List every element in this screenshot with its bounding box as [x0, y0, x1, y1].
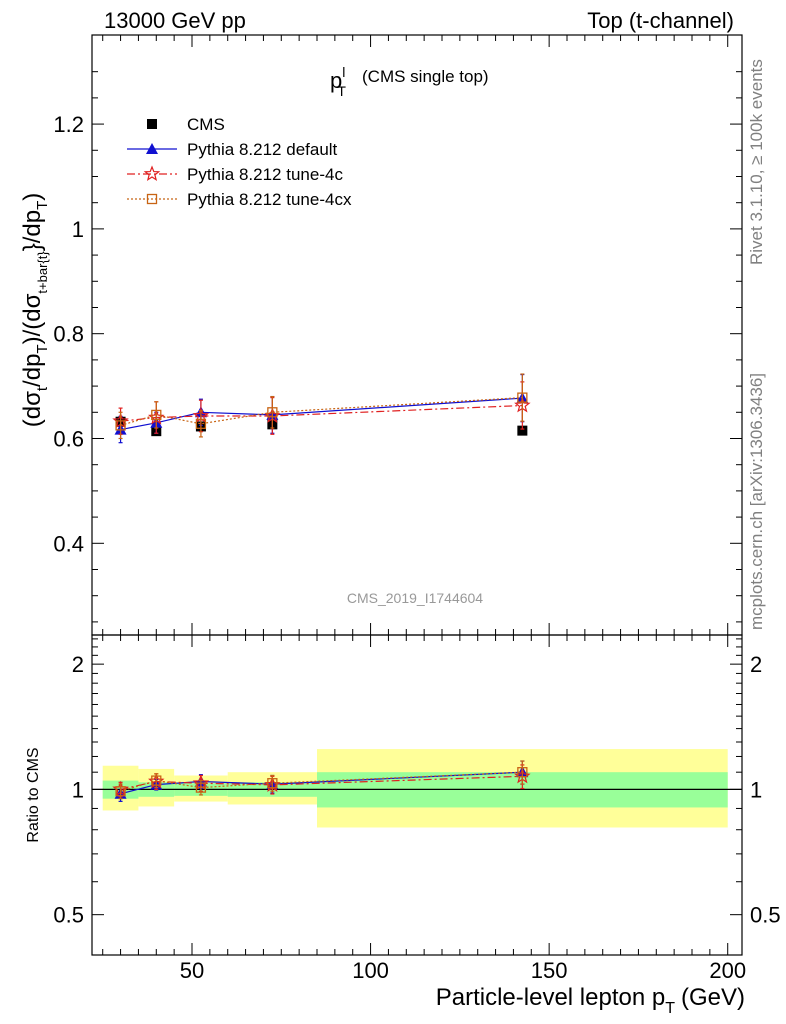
legend-label: Pythia 8.212 tune-4cx — [187, 190, 352, 209]
main-data-point — [517, 392, 528, 403]
main-series-line — [120, 397, 523, 426]
main-series-line — [120, 397, 523, 431]
ratio-data-point — [115, 786, 126, 797]
ratio-axis-ticks: 0.5 0.5 1 1 2 2 50 100 150 200 — [53, 635, 781, 983]
xlabel-unit: (GeV) — [681, 984, 745, 1011]
ratio-error-bar — [520, 760, 525, 785]
title-sup: l — [342, 64, 345, 80]
ratio-series-line — [120, 771, 523, 792]
main-series-0 — [115, 415, 528, 437]
legend-entry: Pythia 8.212 default — [127, 140, 338, 159]
ratio-ytick-label-right: 2 — [750, 652, 762, 677]
legend-entry: Pythia 8.212 tune-4c — [127, 165, 343, 184]
main-title: pl T — [330, 64, 346, 99]
ratio-ytick-label-left: 2 — [72, 652, 84, 677]
main-ytick-label: 0.4 — [53, 531, 84, 556]
main-data-point — [517, 425, 528, 436]
xtick-label: 200 — [709, 958, 746, 983]
main-data-layer — [112, 373, 531, 444]
main-series-1 — [114, 373, 529, 444]
header-left-label: 13000 GeV pp — [104, 8, 246, 33]
ratio-frame — [91, 634, 743, 956]
main-error-bar — [198, 410, 203, 438]
main-ytick-label: 0.6 — [53, 426, 84, 451]
title-sub: T — [337, 83, 346, 99]
main-axis-ticks: 0.4 0.6 0.8 1 1.2 — [53, 35, 742, 635]
main-error-bar — [520, 373, 525, 422]
ratio-data-point — [195, 782, 207, 793]
main-panel: 0.4 0.6 0.8 1 1.2 pl T (CMS single top) CMS_2… — [19, 34, 743, 636]
legend-label: Pythia 8.212 default — [187, 140, 338, 159]
title-p: p — [330, 68, 342, 93]
main-series-3 — [115, 373, 528, 440]
xlabel-text: Particle-level lepton p — [436, 984, 665, 1011]
main-ytick-label: 1.2 — [53, 112, 84, 137]
mcplots-label: mcplots.cern.ch [arXiv:1306.3436] — [747, 373, 766, 630]
rivet-version-label: Rivet 3.1.10, ≥ 100k events — [747, 59, 766, 265]
ratio-ytick-label-left: 0.5 — [53, 903, 84, 928]
legend: CMS Pythia 8.212 default Pythia 8.212 tune… — [127, 115, 352, 209]
legend-marker — [146, 143, 158, 154]
main-error-bar — [118, 411, 123, 440]
ratio-ylabel: Ratio to CMS — [25, 747, 42, 842]
main-series-2 — [112, 381, 531, 435]
main-data-point — [115, 420, 126, 431]
main-data-point — [151, 409, 162, 421]
legend-marker — [146, 193, 158, 205]
main-series-line — [120, 404, 523, 422]
ratio-ytick-label-left: 1 — [72, 777, 84, 802]
main-error-bar — [154, 401, 159, 429]
main-error-bar — [270, 395, 275, 429]
main-ytick-label: 1 — [72, 217, 84, 242]
analysis-watermark: CMS_2019_I1744604 — [347, 590, 483, 606]
legend-entry: CMS — [147, 115, 225, 134]
legend-label: CMS — [187, 115, 225, 134]
main-ylabel: (dσt/dpT)/(dσt+bar{t}}/dpT) — [19, 193, 51, 428]
ratio-uncertainty-bands — [92, 749, 742, 828]
header-right-label: Top (t-channel) — [587, 8, 734, 33]
ratio-data-point — [517, 767, 528, 778]
title-suffix: (CMS single top) — [362, 67, 489, 86]
legend-entry: Pythia 8.212 tune-4cx — [127, 190, 352, 209]
ratio-ytick-label-right: 1 — [750, 777, 762, 802]
main-data-point — [195, 418, 207, 429]
ratio-data-point — [267, 778, 278, 789]
xlabel-sub: T — [665, 1000, 675, 1017]
xtick-label: 100 — [352, 958, 389, 983]
ratio-data-layer — [112, 760, 531, 802]
legend-marker — [143, 165, 161, 182]
xtick-label: 50 — [180, 958, 204, 983]
xtick-label: 150 — [531, 958, 568, 983]
ratio-panel: 0.5 0.5 1 1 2 2 50 100 150 200 Ratio to CMS Parti… — [25, 634, 781, 1017]
main-ytick-label: 0.8 — [53, 322, 84, 347]
legend-marker — [147, 119, 157, 129]
ratio-ytick-label-right: 0.5 — [750, 903, 781, 928]
ratio-series-2 — [115, 760, 528, 800]
ratio-data-point — [151, 775, 162, 786]
xlabel: Particle-level lepton pT (GeV) — [436, 984, 745, 1017]
main-data-point — [267, 407, 278, 418]
legend-label: Pythia 8.212 tune-4c — [187, 165, 343, 184]
